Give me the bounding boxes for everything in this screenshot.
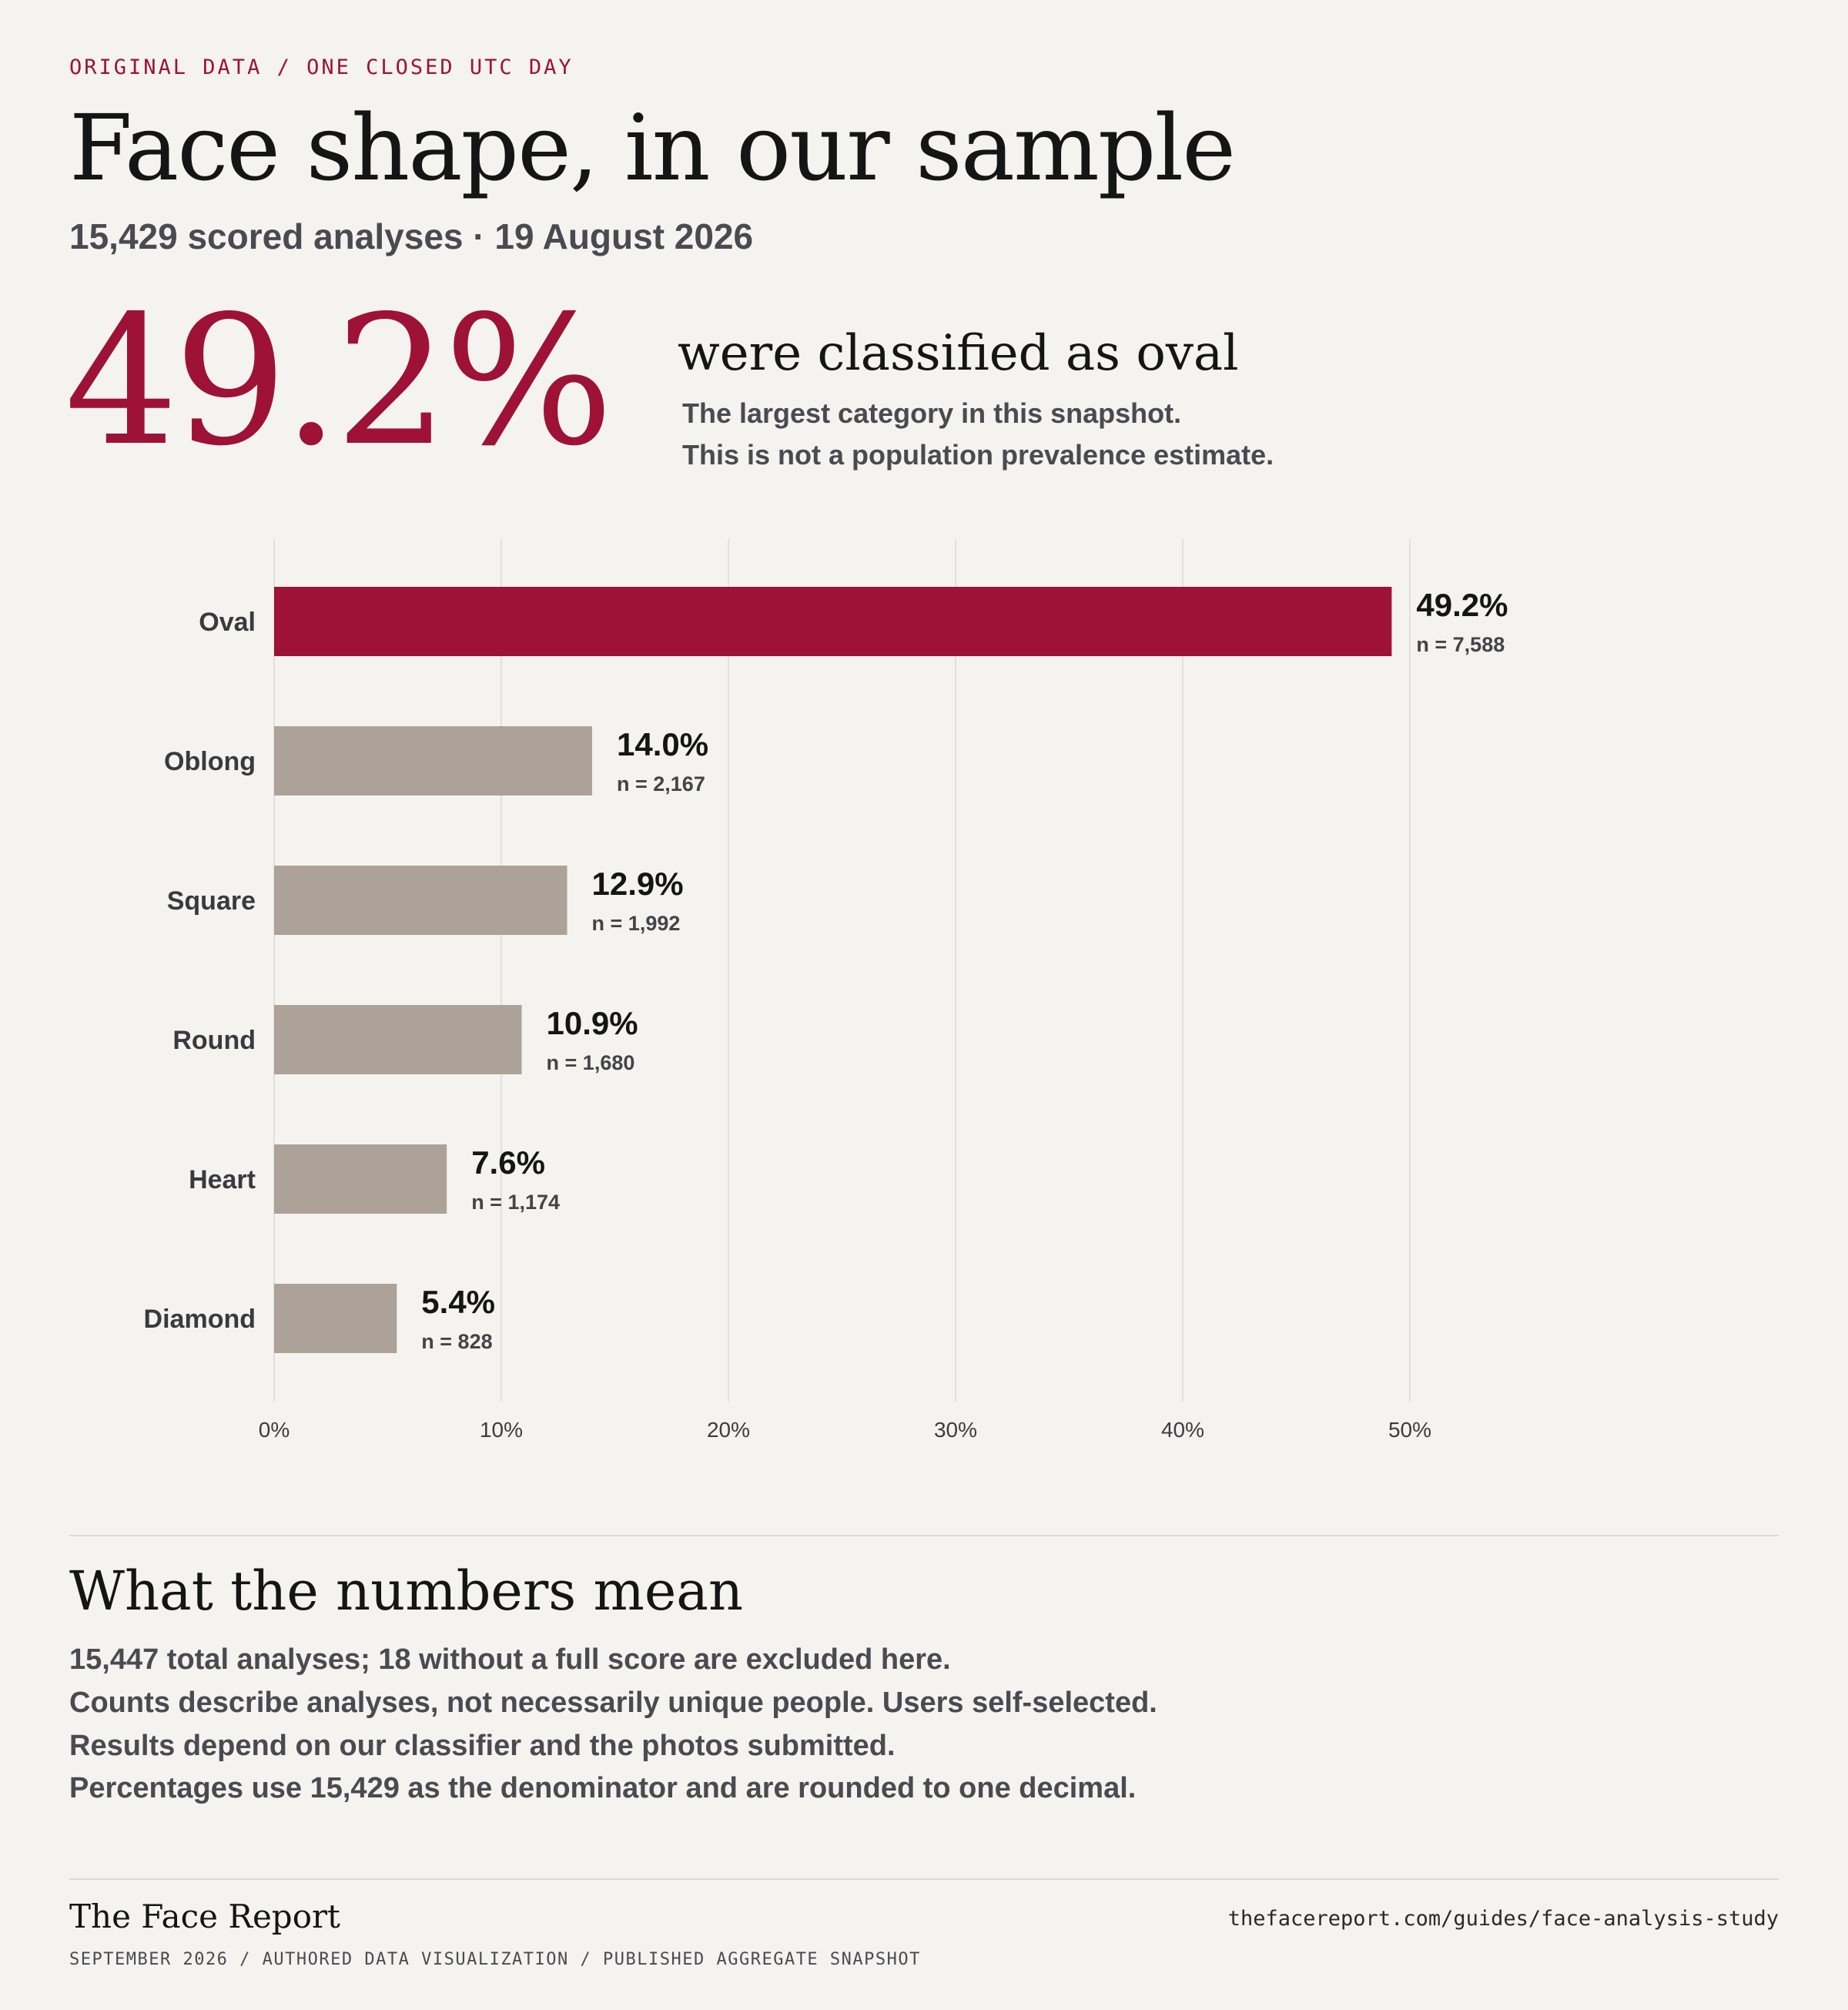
category-label: Diamond	[144, 1305, 256, 1334]
x-tick-label: 40%	[1161, 1418, 1204, 1442]
explanation-note: 15,447 total analyses; 18 without a full…	[69, 1643, 951, 1676]
x-tick-label: 10%	[480, 1418, 523, 1442]
subtitle: 15,429 scored analyses · 19 August 2026	[69, 216, 754, 256]
bar-oval	[274, 587, 1392, 656]
kicker: ORIGINAL DATA / ONE CLOSED UTC DAY	[69, 55, 574, 79]
category-label: Heart	[189, 1165, 256, 1194]
x-tick-label: 20%	[707, 1418, 750, 1442]
brand-name: The Face Report	[69, 1898, 340, 1935]
count-label: n = 828	[421, 1330, 492, 1353]
explanation-note: Percentages use 15,429 as the denominato…	[69, 1772, 1137, 1804]
bar-square	[274, 866, 567, 935]
x-tick-label: 30%	[934, 1418, 977, 1442]
headline-stat: 49.2%	[65, 277, 614, 485]
page-title: Face shape, in our sample	[69, 95, 1236, 201]
explanation-note: Counts describe analyses, not necessaril…	[69, 1687, 1157, 1719]
value-label: 14.0%	[617, 726, 708, 762]
bar-heart	[274, 1144, 447, 1214]
explanation-note: Results depend on our classifier and the…	[69, 1730, 896, 1762]
stat-note: The largest category in this snapshot.	[682, 397, 1182, 429]
value-label: 7.6%	[471, 1144, 545, 1181]
divider	[69, 1535, 1779, 1536]
section-title: What the numbers mean	[69, 1559, 744, 1623]
footer-url: thefacereport.com/guides/face-analysis-s…	[1227, 1907, 1779, 1931]
divider	[69, 1878, 1779, 1880]
x-tick-label: 0%	[259, 1418, 290, 1442]
x-tick-label: 50%	[1388, 1418, 1431, 1442]
category-label: Square	[167, 886, 256, 916]
count-label: n = 1,680	[547, 1051, 635, 1074]
category-label: Round	[172, 1026, 256, 1055]
value-label: 10.9%	[547, 1005, 638, 1041]
bar-oblong	[274, 726, 592, 796]
bar-diamond	[274, 1284, 397, 1353]
count-label: n = 7,588	[1416, 633, 1505, 656]
stat-note: This is not a population prevalence esti…	[682, 439, 1274, 471]
value-label: 5.4%	[421, 1284, 495, 1320]
value-label: 12.9%	[592, 866, 684, 902]
stat-headline: were classified as oval	[678, 325, 1239, 382]
category-label: Oblong	[164, 747, 256, 776]
bar-chart: 0% 10% 20% 30% 40% 50% Oval 49.2% n = 7,588 Oblon…	[144, 539, 1508, 1442]
count-label: n = 1,992	[592, 912, 681, 935]
bar-round	[274, 1005, 522, 1074]
value-label: 49.2%	[1416, 587, 1508, 623]
count-label: n = 1,174	[471, 1191, 560, 1214]
count-label: n = 2,167	[617, 772, 705, 796]
category-label: Oval	[199, 608, 256, 637]
footer-meta: SEPTEMBER 2026 / AUTHORED DATA VISUALIZA…	[69, 1950, 921, 1969]
